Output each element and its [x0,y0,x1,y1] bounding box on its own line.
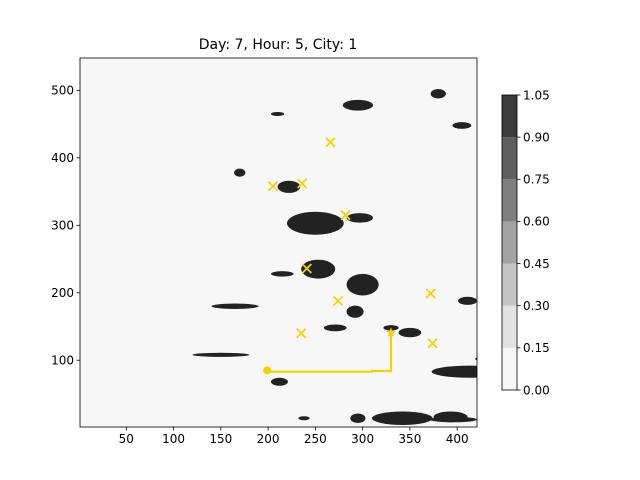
colorbar-tick-label-5: 0.75 [523,173,550,187]
high-region-5 [346,273,379,296]
city-marker-6 [332,295,344,306]
y-tick-label-300: 300 [51,219,74,233]
high-region-3 [277,180,301,193]
city-marker-8 [425,288,436,299]
route-end-star [386,327,396,337]
colorbar-tick-label-0: 0.00 [523,383,550,397]
x-axis: 50 100 150 200 250 300 350 400 [119,427,469,446]
high-region-1 [287,211,344,235]
y-tick-label-400: 400 [51,151,74,165]
high-region-10 [192,352,250,357]
plot-area [79,57,539,428]
y-tick-label-500: 500 [51,84,74,98]
x-tick-label-350: 350 [398,432,421,446]
high-region-18 [458,296,477,305]
x-tick-label-200: 200 [257,432,280,446]
y-axis: 100 200 300 400 500 [51,84,80,368]
colorbar-tick-label-1: 0.15 [523,341,550,355]
chart-title: Day: 7, Hour: 5, City: 1 [199,37,358,53]
colorbar-band-1 [502,347,517,390]
x-tick-label-250: 250 [304,432,327,446]
high-region-21 [211,303,259,309]
route-start-point [263,366,272,375]
city-marker-7 [296,328,307,339]
colorbar: 0.00 0.15 0.30 0.45 0.60 0.75 0.90 1.05 [501,88,550,397]
high-region-13 [372,411,433,425]
colorbar-band-6 [502,137,517,180]
high-region-17 [270,377,288,386]
colorbar-band-4 [502,221,517,264]
city-marker-9 [427,338,438,349]
overlay-layer [263,137,438,375]
colorbar-frame [501,94,518,391]
high-region-11 [431,365,477,378]
y-tick-label-100: 100 [51,354,74,368]
high-region-28 [270,111,285,117]
colorbar-tick-label-4: 0.60 [523,215,550,229]
city-marker-5 [301,263,312,274]
city-marker-2 [296,178,308,189]
colorbar-band-3 [502,263,517,306]
high-region-15 [350,413,366,423]
colorbar-tick-label-2: 0.30 [523,299,550,313]
colorbar-tick-label-7: 1.05 [523,88,550,102]
city-marker-3 [325,137,336,148]
colorbar-band-7 [502,95,517,138]
x-tick-label-50: 50 [119,432,134,446]
y-tick-label-200: 200 [51,286,74,300]
high-region-16 [298,416,310,421]
high-region-2 [346,213,374,223]
city-marker-4 [340,210,351,221]
high-region-7 [323,324,347,332]
high-region-8 [398,327,422,338]
field-background [80,58,477,427]
city-marker-1 [267,181,278,192]
high-value-regions [192,74,539,425]
plot-frame [79,57,478,428]
x-tick-label-300: 300 [351,432,374,446]
high-region-24 [452,122,472,129]
high-region-12 [475,357,477,361]
high-region-23 [342,99,374,111]
x-tick-label-400: 400 [446,432,469,446]
colorbar-tick-label-6: 0.90 [523,130,550,144]
colorbar-band-2 [502,305,517,348]
high-region-6 [346,305,364,318]
colorbar-band-5 [502,179,517,222]
high-region-27 [234,168,246,177]
high-region-25 [516,74,539,83]
colorbar-tick-label-3: 0.45 [523,257,550,271]
x-tick-label-100: 100 [162,432,185,446]
x-tick-label-150: 150 [209,432,232,446]
high-region-19 [429,416,477,423]
high-region-26 [430,89,446,99]
high-region-22 [270,271,294,277]
